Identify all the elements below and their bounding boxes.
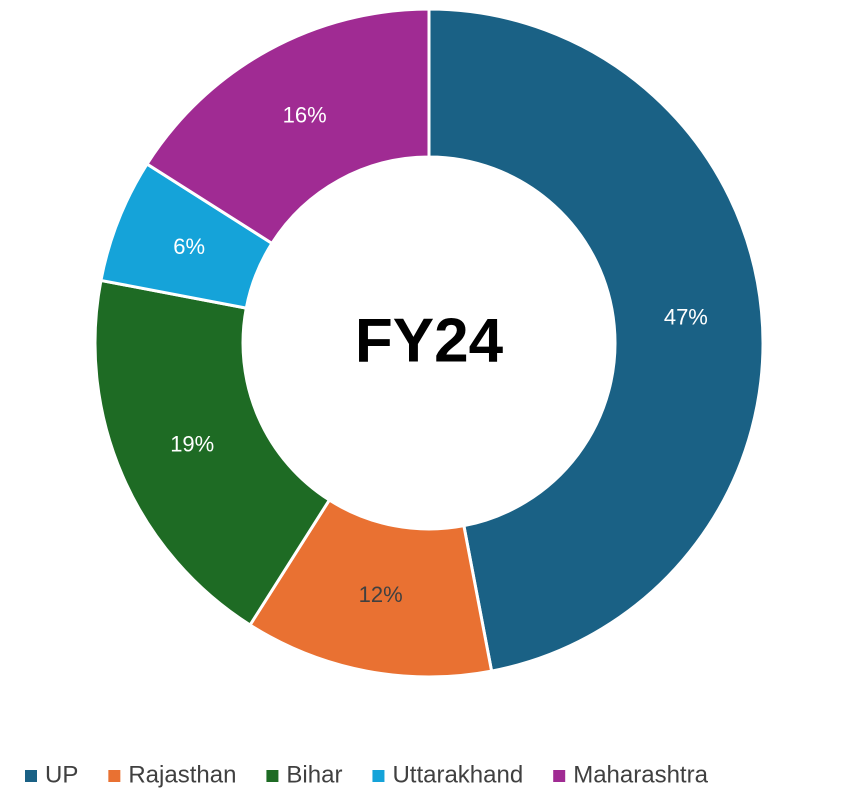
legend-text: UP bbox=[45, 761, 78, 788]
legend-text: Maharashtra bbox=[573, 761, 708, 788]
data-label: 12% bbox=[359, 582, 403, 607]
legend-swatch bbox=[266, 770, 279, 782]
data-label: 47% bbox=[664, 305, 708, 330]
data-label: 6% bbox=[173, 234, 205, 259]
center-label: FY24 bbox=[355, 306, 504, 375]
legend-swatch bbox=[372, 770, 385, 782]
slice bbox=[427, 7, 765, 673]
legend-swatch bbox=[108, 770, 121, 782]
legend-swatch bbox=[553, 770, 566, 782]
legend-swatch bbox=[25, 770, 37, 782]
slice bbox=[144, 7, 431, 246]
legend-text: Rajasthan bbox=[128, 761, 236, 788]
data-label: 19% bbox=[170, 431, 214, 456]
legend-text: Bihar bbox=[286, 761, 342, 788]
slice bbox=[93, 278, 332, 628]
data-label: 16% bbox=[283, 103, 327, 128]
legend-text: Uttarakhand bbox=[392, 761, 523, 788]
